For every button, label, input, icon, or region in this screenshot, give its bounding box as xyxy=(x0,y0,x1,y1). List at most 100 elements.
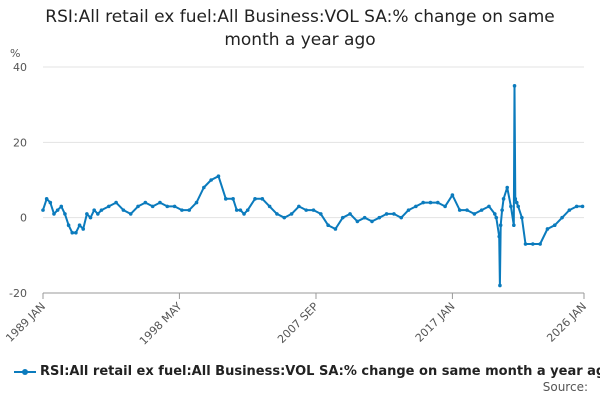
data-point xyxy=(88,215,93,220)
data-point xyxy=(319,212,323,216)
y-axis-label: % xyxy=(10,47,20,60)
data-point xyxy=(172,204,177,209)
data-point xyxy=(384,212,389,216)
data-point xyxy=(150,204,155,209)
grid xyxy=(43,66,584,294)
data-point xyxy=(421,200,425,205)
x-tick-label: 2017 JAN xyxy=(413,300,458,345)
data-point xyxy=(497,234,501,239)
data-point xyxy=(406,208,411,212)
legend-label: RSI:All retail ex fuel:All Business:VOL … xyxy=(40,364,600,379)
data-point xyxy=(574,204,579,209)
data-point xyxy=(370,219,374,224)
data-point xyxy=(304,208,308,212)
data-point xyxy=(531,242,535,246)
data-point xyxy=(523,242,528,246)
data-point xyxy=(472,212,477,216)
data-point xyxy=(216,174,221,179)
data-point xyxy=(253,197,257,201)
data-point xyxy=(223,197,228,201)
data-point xyxy=(487,204,491,209)
data-point xyxy=(457,208,462,212)
data-point xyxy=(326,223,330,227)
data-point xyxy=(187,208,192,212)
chart-title-line-1: RSI:All retail ex fuel:All Business:VOL … xyxy=(45,7,555,27)
data-point xyxy=(567,208,572,212)
data-point xyxy=(414,204,418,209)
data-point xyxy=(399,215,404,220)
data-point xyxy=(501,197,506,201)
data-point xyxy=(245,208,250,212)
data-point xyxy=(289,212,294,216)
data-point xyxy=(136,204,140,209)
data-point xyxy=(494,215,499,220)
data-point xyxy=(99,208,104,212)
data-point xyxy=(498,283,502,288)
data-point xyxy=(538,242,542,246)
x-tick-label: 2026 JAN xyxy=(544,300,589,345)
data-point xyxy=(392,212,396,216)
data-point xyxy=(580,204,585,209)
series-group xyxy=(41,84,585,288)
data-point xyxy=(311,208,316,212)
data-point xyxy=(242,212,246,216)
data-point xyxy=(81,227,86,231)
data-point xyxy=(158,200,162,205)
y-tick-label: 40 xyxy=(13,61,27,74)
data-point xyxy=(282,215,287,220)
data-point xyxy=(450,193,455,197)
data-point xyxy=(333,227,338,231)
data-point xyxy=(106,204,111,209)
data-point xyxy=(498,223,503,227)
data-point xyxy=(505,185,510,190)
data-point xyxy=(143,200,148,205)
data-point xyxy=(52,212,56,216)
data-point xyxy=(479,208,484,212)
data-point xyxy=(96,212,100,216)
source-label: Source: xyxy=(542,380,588,394)
data-point xyxy=(267,204,272,209)
data-point xyxy=(63,212,67,216)
x-tick-label: 1989 JAN xyxy=(3,300,48,345)
x-axis-ticks: 1989 JAN 1998 MAY 2007 SEP 2017 JAN 2026 JAN xyxy=(3,293,589,348)
data-point xyxy=(238,208,243,212)
chart-title-line-2: month a year ago xyxy=(224,30,376,50)
data-point xyxy=(59,204,64,209)
data-point xyxy=(66,223,71,227)
data-point xyxy=(202,185,206,190)
data-point xyxy=(355,219,360,224)
data-point xyxy=(516,204,521,209)
data-point xyxy=(121,208,126,212)
data-point xyxy=(512,84,517,88)
data-point xyxy=(377,215,382,220)
data-point xyxy=(493,212,497,216)
data-point xyxy=(128,212,133,216)
data-point xyxy=(74,230,78,235)
y-tick-label: 0 xyxy=(20,212,27,225)
data-point xyxy=(428,200,433,205)
data-point xyxy=(48,200,53,205)
data-point xyxy=(55,208,60,212)
series-line xyxy=(42,84,583,287)
y-tick-label: -20 xyxy=(9,287,27,300)
y-tick-label: 20 xyxy=(13,136,27,149)
legend[interactable]: RSI:All retail ex fuel:All Business:VOL … xyxy=(14,364,600,379)
data-point xyxy=(560,215,564,220)
data-point xyxy=(194,200,199,205)
data-point xyxy=(85,212,89,216)
data-point xyxy=(500,208,504,212)
chart-title: RSI:All retail ex fuel:All Business:VOL … xyxy=(0,6,600,52)
data-point xyxy=(231,197,235,201)
data-point xyxy=(340,215,345,220)
data-point xyxy=(234,208,239,212)
data-point xyxy=(180,208,184,212)
data-point xyxy=(513,197,518,201)
data-point xyxy=(509,204,513,209)
data-point xyxy=(465,208,469,212)
data-point xyxy=(165,204,170,209)
data-point xyxy=(512,223,516,227)
data-point xyxy=(514,200,519,205)
x-tick-label: 2007 SEP xyxy=(275,300,321,346)
y-axis-ticks: 40 20 0 -20 xyxy=(9,61,27,300)
